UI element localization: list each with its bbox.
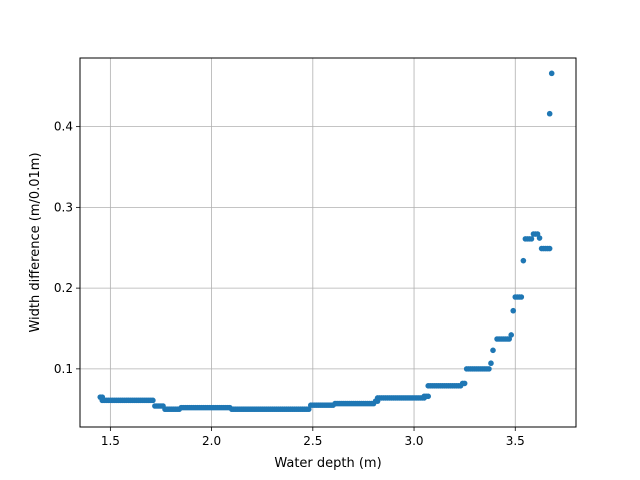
x-tick-label: 3.0 <box>404 434 423 448</box>
scatter-points <box>97 70 555 413</box>
y-tick-label: 0.4 <box>54 120 73 134</box>
x-tick-label: 2.0 <box>202 434 221 448</box>
data-point <box>546 245 553 252</box>
y-tick-label: 0.1 <box>54 362 73 376</box>
data-point <box>486 366 492 372</box>
data-point <box>150 397 156 404</box>
data-point <box>520 257 527 264</box>
x-tick-label: 1.5 <box>101 434 120 448</box>
x-tick-label: 3.5 <box>506 434 525 448</box>
data-point <box>528 236 535 242</box>
y-tick-label: 0.3 <box>54 200 73 214</box>
data-point <box>425 393 432 400</box>
data-point <box>548 70 555 77</box>
y-axis-label: Width difference (m/0.01m) <box>28 152 43 332</box>
data-point <box>546 110 553 117</box>
data-point <box>536 235 543 241</box>
x-axis-label: Water depth (m) <box>274 456 381 471</box>
plot-frame <box>79 57 577 428</box>
x-axis-ticks: 1.5 2.0 2.5 3.0 3.5 <box>101 427 525 448</box>
data-point <box>510 307 517 314</box>
y-axis-ticks: 0.1 0.2 0.3 0.4 <box>54 120 80 376</box>
data-point <box>490 347 496 354</box>
data-point <box>508 332 515 338</box>
data-point <box>461 380 468 387</box>
data-point <box>518 294 525 300</box>
x-tick-label: 2.5 <box>303 434 322 448</box>
grid-lines <box>80 58 576 427</box>
y-tick-label: 0.2 <box>54 281 73 295</box>
data-point <box>488 360 494 367</box>
